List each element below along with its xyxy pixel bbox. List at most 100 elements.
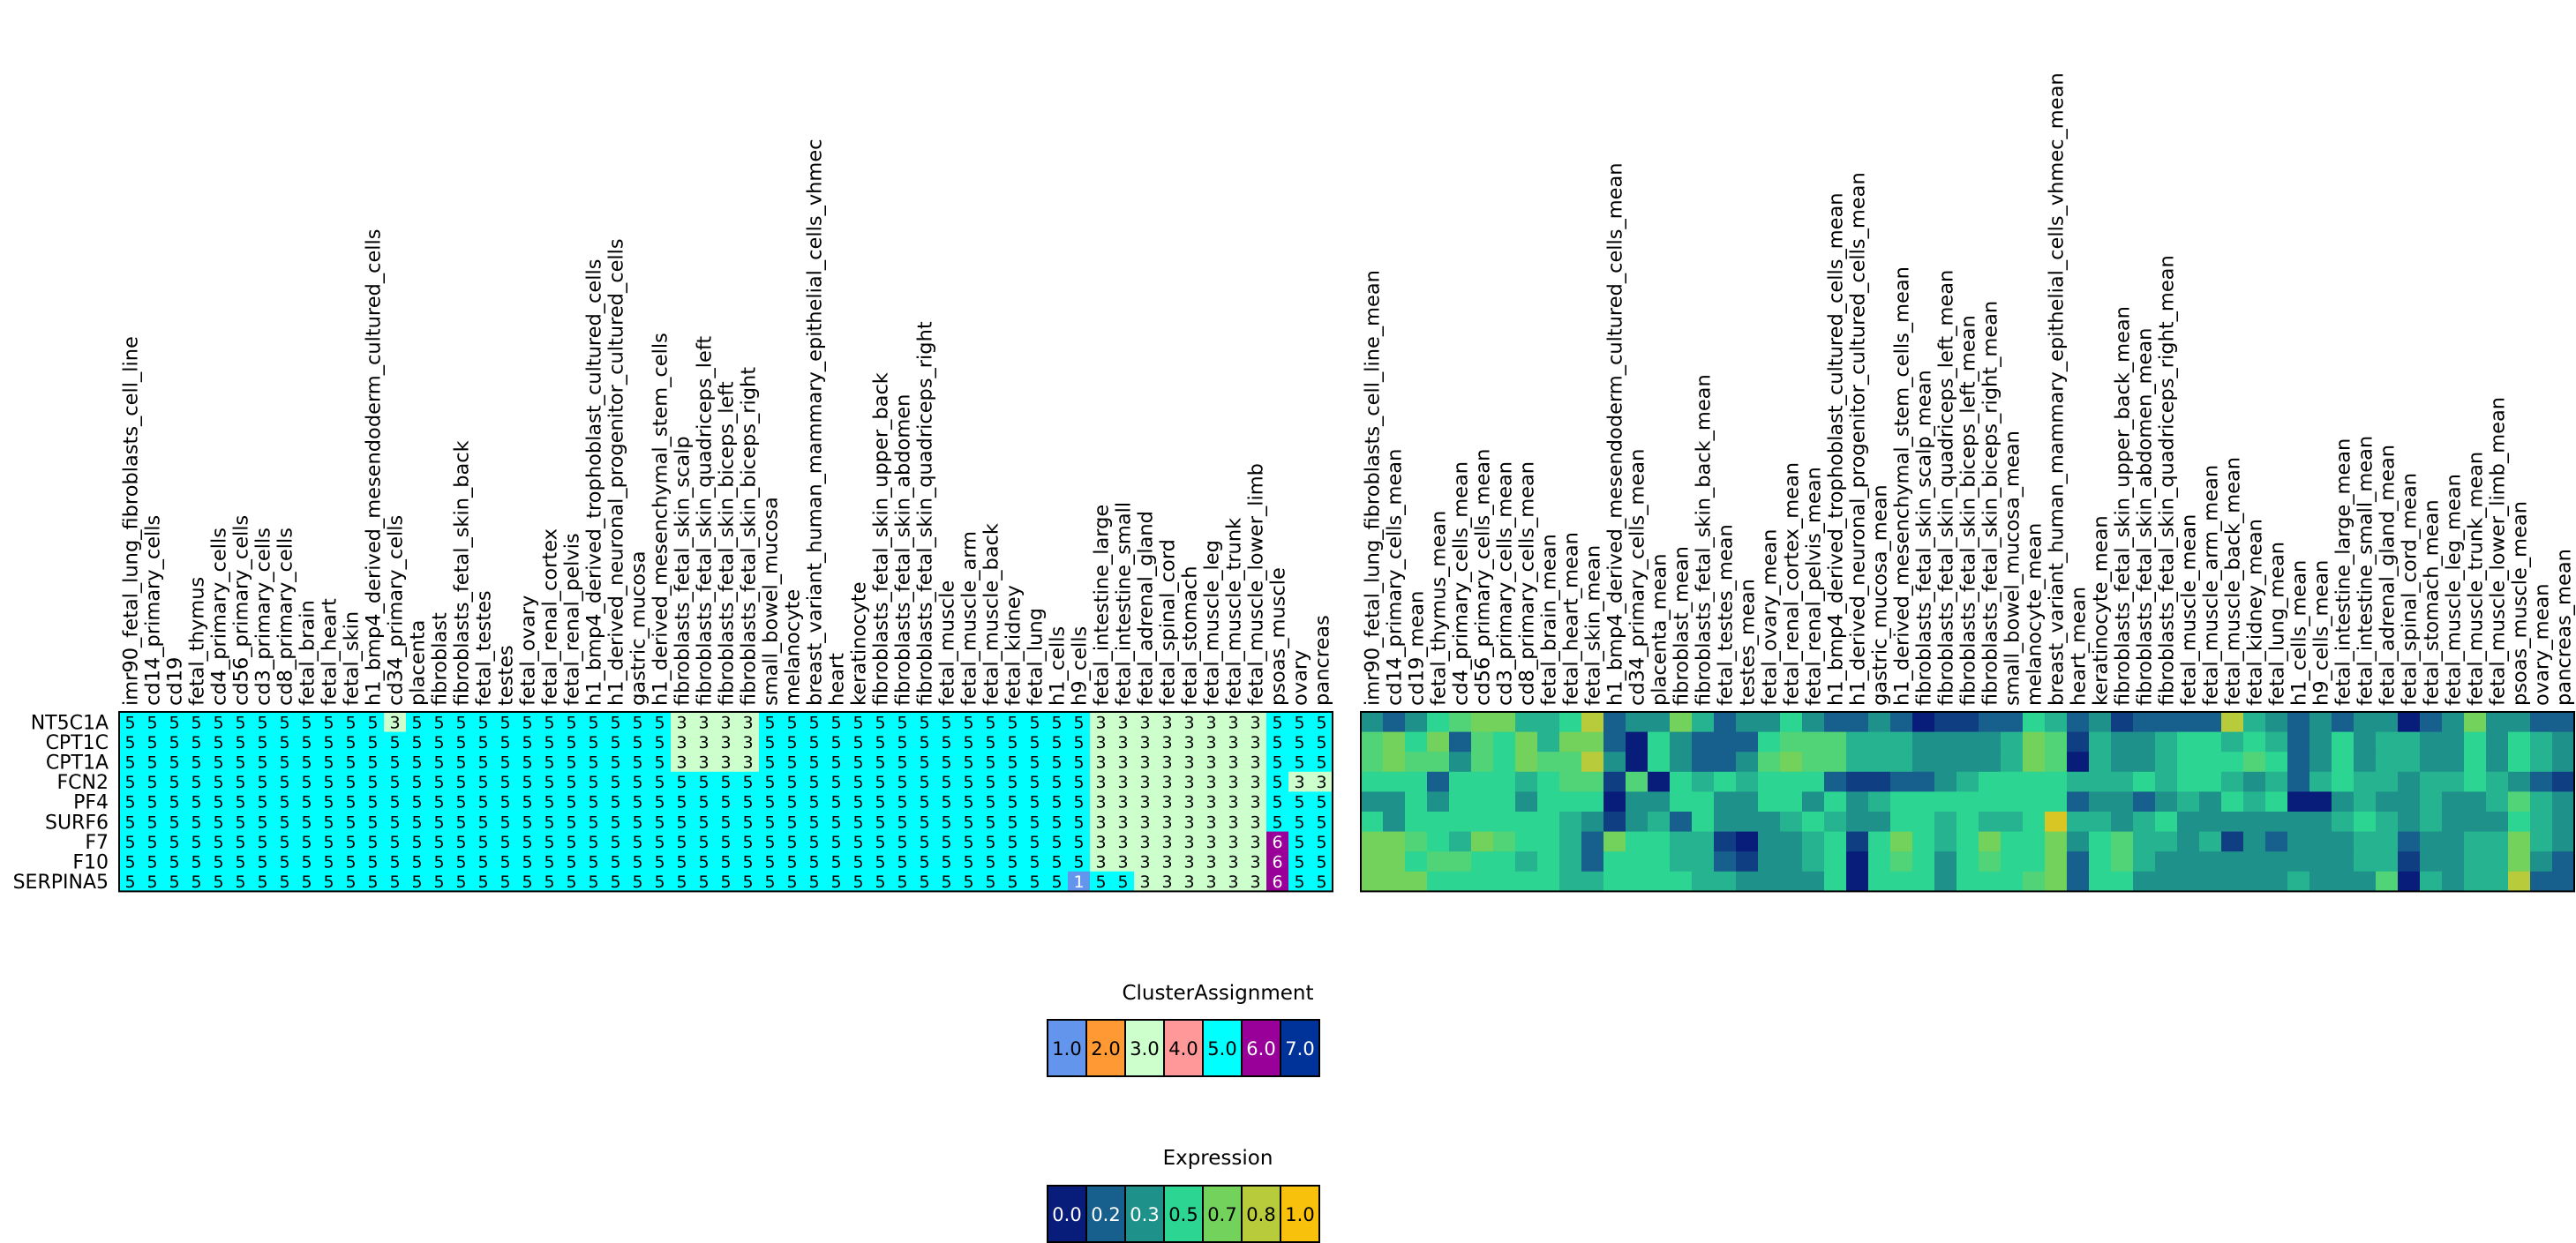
heatmap-cell xyxy=(450,731,473,753)
heatmap-cell xyxy=(1222,871,1245,892)
heatmap-cell xyxy=(1002,731,1025,753)
cell-label: 5 xyxy=(742,833,753,852)
heatmap-cell xyxy=(2552,771,2575,792)
heatmap-cell xyxy=(1405,752,1428,773)
heatmap-cell xyxy=(1670,831,1693,852)
cell-label: 5 xyxy=(897,713,907,732)
heatmap-cell xyxy=(2442,871,2465,892)
heatmap-cell xyxy=(2354,712,2377,732)
heatmap-cell xyxy=(207,771,230,792)
heatmap-cell xyxy=(1692,831,1715,852)
cell-label: 5 xyxy=(1294,753,1304,773)
heatmap-cell xyxy=(1427,812,1450,832)
heatmap-cell xyxy=(913,712,936,732)
heatmap-cell xyxy=(2354,851,2377,872)
cell-label: 5 xyxy=(235,733,245,753)
heatmap-cell xyxy=(428,851,451,872)
heatmap-cell xyxy=(2530,871,2553,892)
heatmap-cell xyxy=(2111,871,2134,892)
cell-label: 5 xyxy=(1029,773,1040,792)
cell-label: 5 xyxy=(544,853,554,872)
heatmap-cell xyxy=(1537,871,1560,892)
heatmap-cell xyxy=(1648,812,1671,832)
heatmap-cell xyxy=(318,851,341,872)
heatmap-cell xyxy=(1200,791,1223,812)
cell-label: 5 xyxy=(654,713,665,732)
heatmap-cell xyxy=(1222,791,1245,812)
cell-label: 5 xyxy=(279,773,289,792)
heatmap-cell xyxy=(296,712,319,732)
cell-label: 5 xyxy=(323,853,334,872)
heatmap-cell xyxy=(384,771,407,792)
column-label: cd56_primary_cells_mean xyxy=(1472,449,1495,706)
heatmap-cell xyxy=(1758,771,1781,792)
heatmap-cell xyxy=(2045,731,2068,753)
column-label: ovary_mean xyxy=(2531,584,2554,707)
cell-label: 5 xyxy=(852,812,863,832)
column-label: fibroblasts_fetal_skin_scalp xyxy=(672,436,695,706)
heatmap-cell xyxy=(1890,712,1913,732)
heatmap-cell xyxy=(1581,731,1604,753)
cell-label: 3 xyxy=(1250,773,1260,792)
heatmap-cell xyxy=(1024,791,1047,812)
cell-label: 5 xyxy=(146,733,157,753)
cell-label: 5 xyxy=(1051,872,1062,892)
heatmap-cell xyxy=(1912,831,1935,852)
cell-label: 5 xyxy=(323,812,334,832)
column-label: fetal_lung_mean xyxy=(2266,542,2289,706)
cell-label: 5 xyxy=(1316,793,1326,812)
heatmap-cell xyxy=(2376,752,2399,773)
heatmap-cell xyxy=(1934,752,1957,773)
heatmap-cell xyxy=(2067,731,2090,753)
cell-label: 5 xyxy=(985,793,995,812)
cell-label: 3 xyxy=(1250,793,1260,812)
heatmap-cell xyxy=(1912,731,1935,753)
heatmap-cell xyxy=(1200,871,1223,892)
column-label: h1_cells xyxy=(1047,626,1070,706)
cell-label: 5 xyxy=(213,833,223,852)
heatmap-cell xyxy=(252,791,274,812)
heatmap-cell xyxy=(163,791,186,812)
heatmap-cell xyxy=(2398,851,2421,872)
heatmap-cell xyxy=(1156,752,1179,773)
heatmap-cell xyxy=(2089,831,2112,852)
legend-swatch xyxy=(1163,1185,1204,1243)
cell-label: 3 xyxy=(1228,853,1238,872)
heatmap-cell xyxy=(1383,812,1406,832)
cell-label: 5 xyxy=(169,872,179,892)
heatmap-cell xyxy=(340,831,363,852)
cell-label: 5 xyxy=(963,773,973,792)
heatmap-cell xyxy=(384,731,407,753)
cell-label: 5 xyxy=(522,753,532,773)
heatmap-cell xyxy=(1780,812,1803,832)
heatmap-cell xyxy=(1780,851,1803,872)
heatmap-cell xyxy=(2155,731,2178,753)
heatmap-cell xyxy=(737,871,760,892)
heatmap-cell xyxy=(450,752,473,773)
cell-label: 5 xyxy=(345,773,356,792)
heatmap-cell xyxy=(2221,851,2244,872)
heatmap-cell xyxy=(119,752,142,773)
heatmap-cell xyxy=(252,812,274,832)
heatmap-cell xyxy=(1405,791,1428,812)
heatmap-cell xyxy=(1802,831,1825,852)
heatmap-cell xyxy=(781,791,804,812)
cell-label: 5 xyxy=(455,713,466,732)
cell-label: 5 xyxy=(875,853,885,872)
cell-label: 5 xyxy=(191,753,201,773)
heatmap-cell xyxy=(2177,831,2200,852)
cell-label: 5 xyxy=(698,793,709,812)
heatmap-cell xyxy=(1134,712,1157,732)
heatmap-cell xyxy=(2354,752,2377,773)
cell-label: 5 xyxy=(610,773,620,792)
heatmap-cell xyxy=(847,752,870,773)
heatmap-cell xyxy=(1912,871,1935,892)
heatmap-cell xyxy=(2486,851,2509,872)
heatmap-cell xyxy=(428,812,451,832)
cell-label: 3 xyxy=(1139,833,1150,852)
heatmap-cell xyxy=(913,771,936,792)
heatmap-cell xyxy=(1979,851,2001,872)
heatmap-cell xyxy=(318,752,341,773)
cell-label: 5 xyxy=(588,853,598,872)
cell-label: 5 xyxy=(499,793,510,812)
